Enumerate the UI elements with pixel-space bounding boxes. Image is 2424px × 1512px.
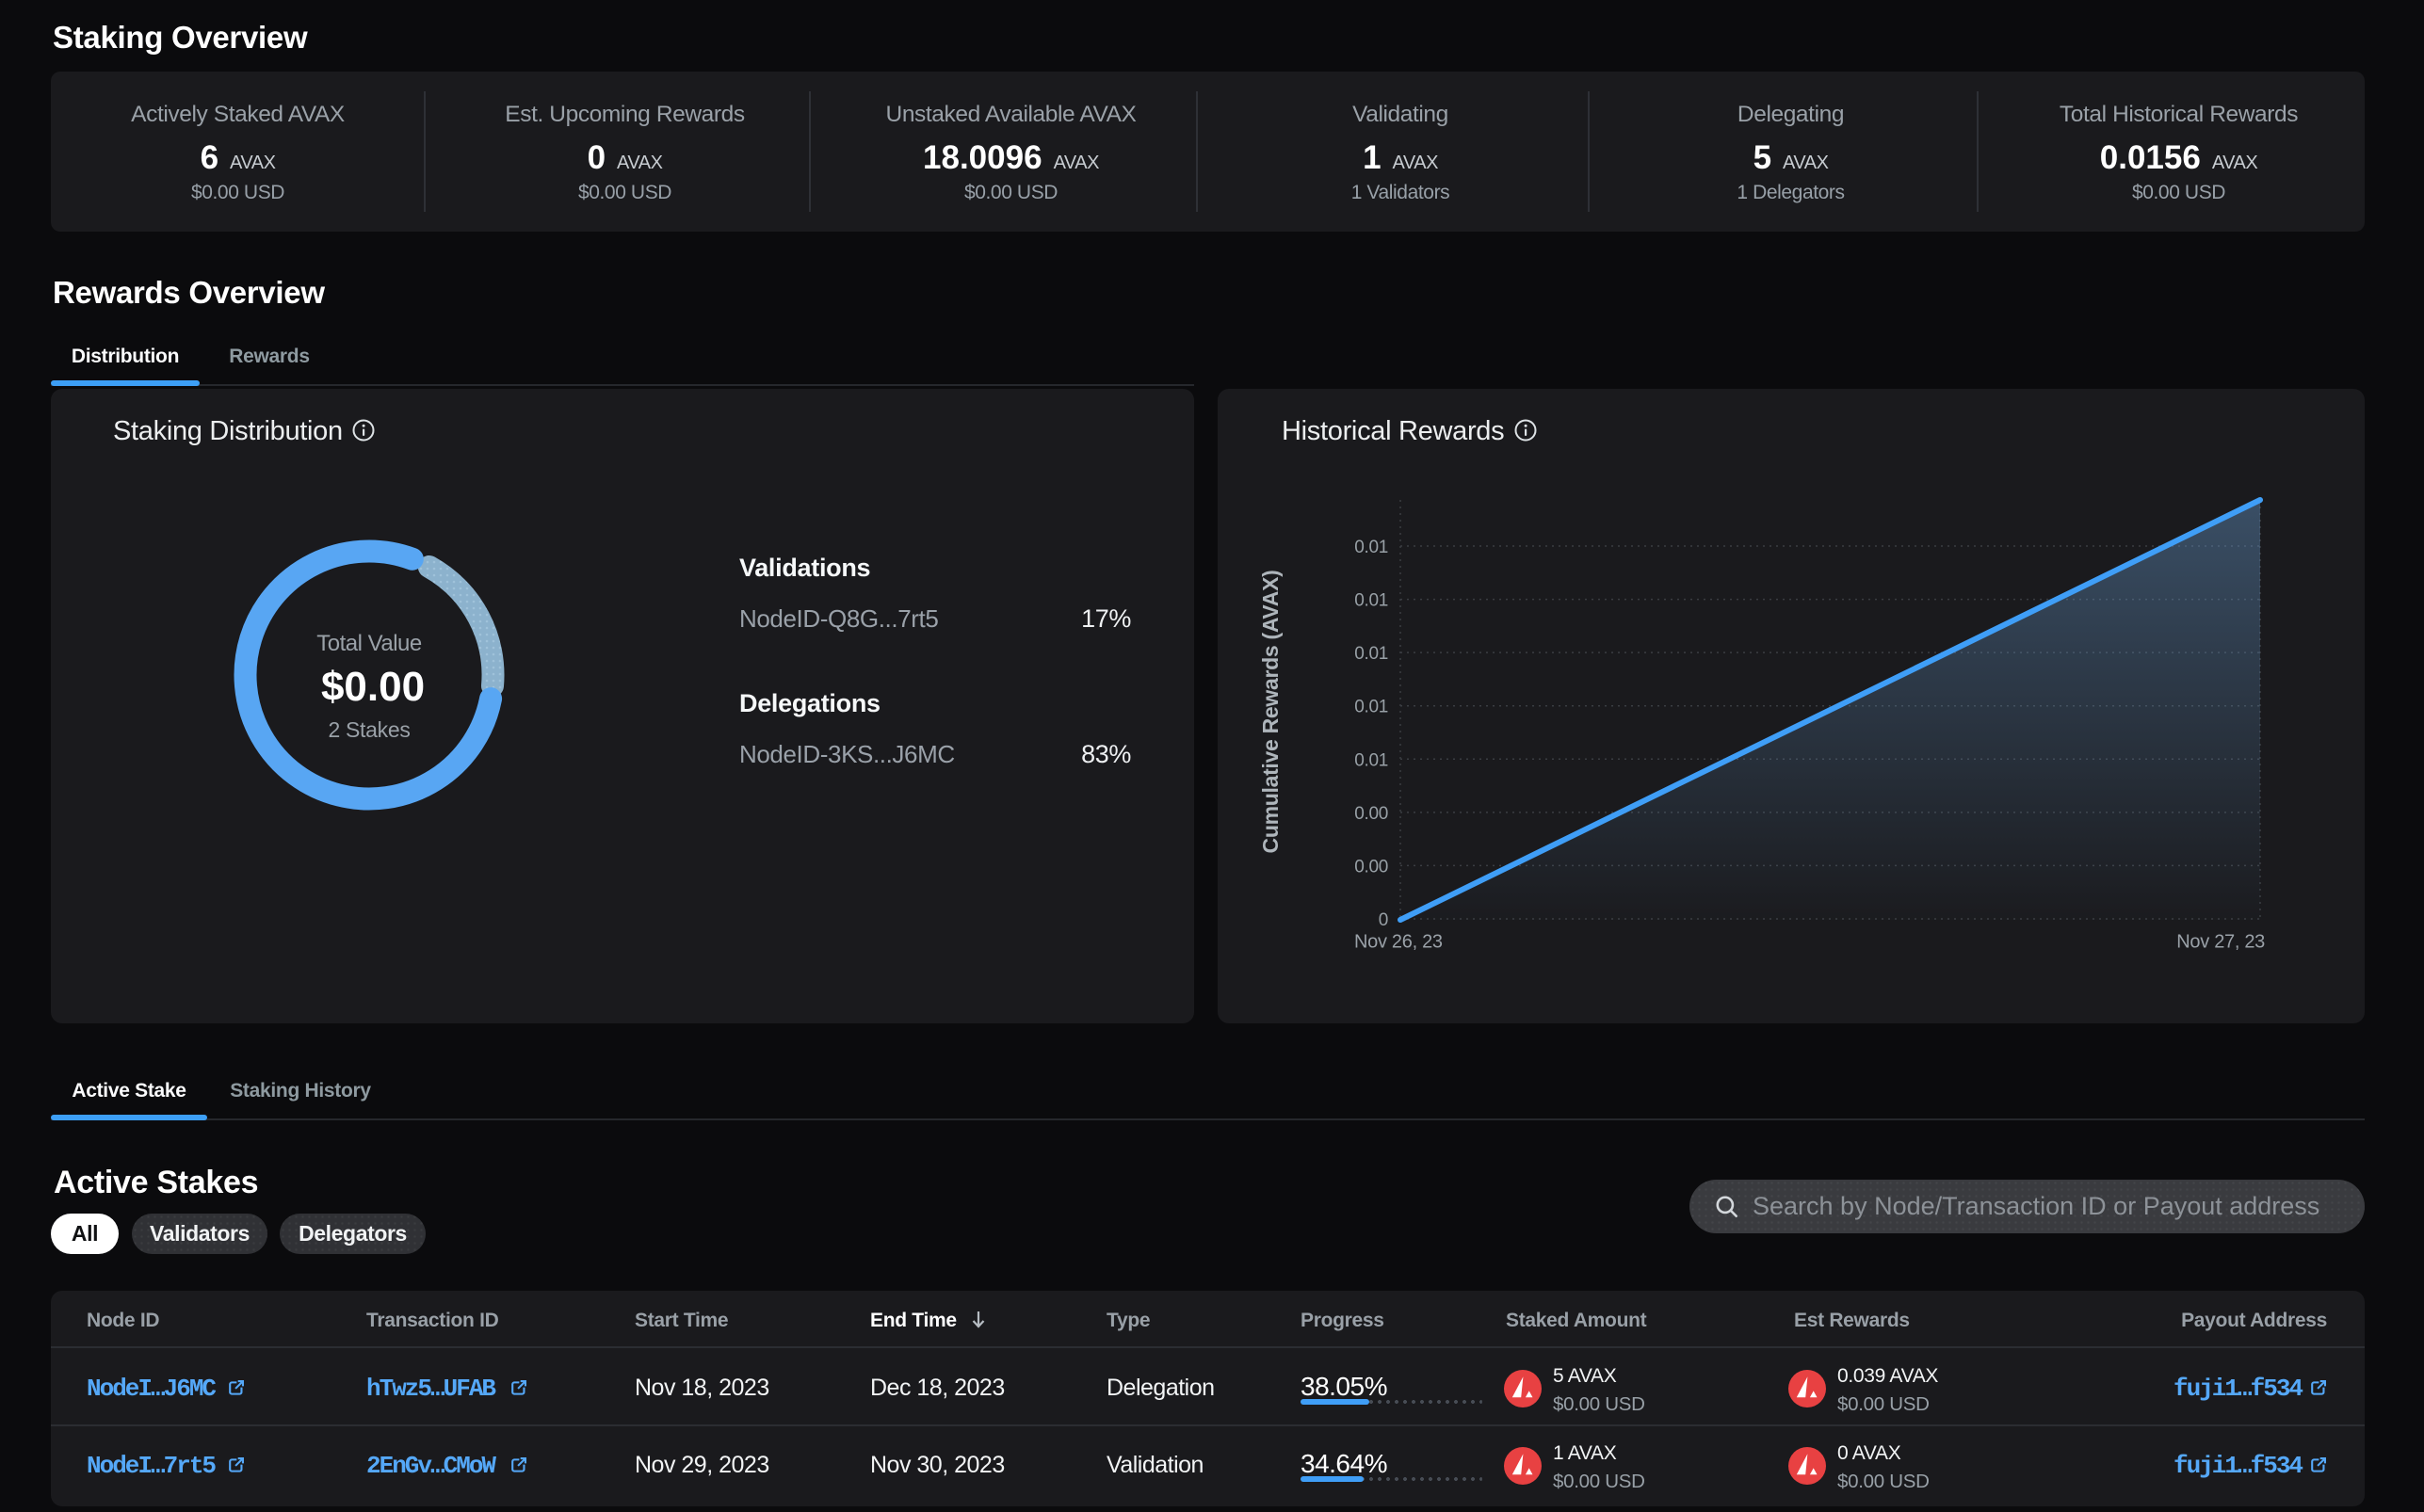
svg-text:0.00: 0.00 [1354,804,1388,824]
svg-text:0.01: 0.01 [1354,538,1388,557]
svg-text:Cumulative Rewards (AVAX): Cumulative Rewards (AVAX) [1258,571,1283,854]
svg-text:0.00: 0.00 [1354,857,1388,877]
svg-text:0.01: 0.01 [1354,750,1388,770]
svg-text:0.01: 0.01 [1354,698,1388,717]
svg-text:Nov 26, 23: Nov 26, 23 [1354,932,1443,953]
svg-text:0: 0 [1379,910,1388,930]
svg-text:0.01: 0.01 [1354,591,1388,611]
svg-text:Nov 27, 23: Nov 27, 23 [2176,932,2265,953]
svg-text:0.01: 0.01 [1354,644,1388,664]
